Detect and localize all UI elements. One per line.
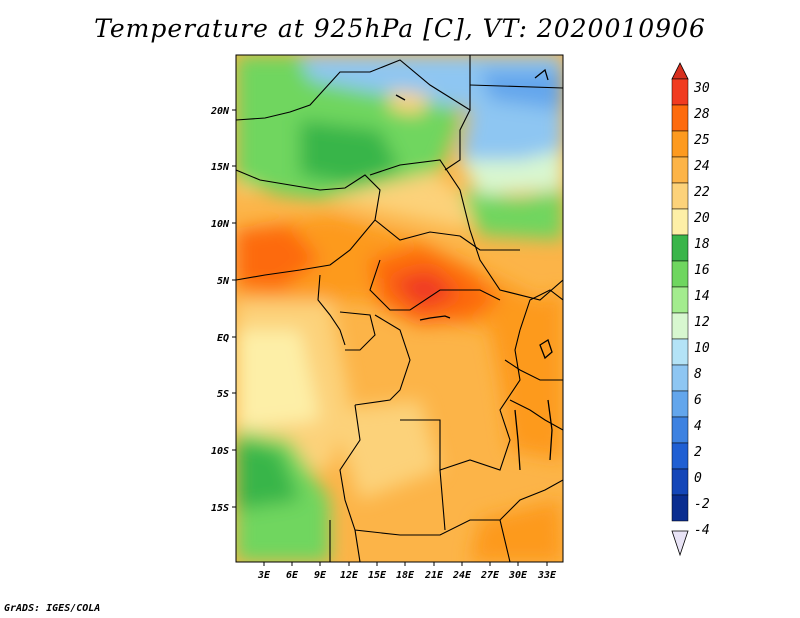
colorbar-label: 6 [694,393,702,408]
lon-tick-label: 9E [314,570,327,581]
colorbar-label: 14 [694,289,710,304]
colorbar-swatch [671,312,689,340]
colorbar-swatch [671,78,689,106]
lat-tick-label: 10N [211,219,230,230]
colorbar-swatch [671,390,689,418]
lon-tick-label: 12E [340,570,359,581]
lat-tick-label: 5N [217,276,230,287]
colorbar-swatch [671,260,689,288]
lon-tick-label: 27E [480,570,500,581]
colorbar-label: 10 [694,341,710,356]
lon-tick-label: 33E [537,570,557,581]
colorbar-swatch [671,494,689,522]
colorbar-label: 20 [694,211,710,226]
colorbar-label: 8 [694,367,702,382]
colorbar-label: 22 [694,185,710,200]
map-frame [235,54,564,563]
colorbar-under-triangle [671,530,689,557]
colorbar-swatch [671,416,689,444]
colorbar-swatch [671,182,689,210]
colorbar-label: -4 [694,523,710,538]
lon-tick-label: 6E [286,570,299,581]
lon-axis: 3E 6E 9E 12E 15E 18E 21E 24E 27E 30E 33E [257,562,557,581]
map-title: Temperature at 925hPa [C], VT: 202001090… [94,14,706,43]
colorbar-swatch [671,156,689,184]
colorbar-label: -2 [694,497,710,512]
lat-tick-label: 10S [211,446,229,457]
lat-tick-label: 5S [217,389,229,400]
grads-credit: GrADS: IGES/COLA [4,603,101,614]
lat-tick-label: 20N [210,106,230,117]
lon-tick-label: 21E [424,570,444,581]
lon-tick-label: 3E [257,570,271,581]
colorbar-swatch [671,130,689,158]
colorbar-swatch [671,468,689,496]
colorbar-label: 18 [694,237,710,252]
colorbar-swatch [671,338,689,366]
colorbar-swatch [671,442,689,470]
colorbar-label: 24 [694,159,710,174]
lon-tick-label: 15E [368,570,387,581]
colorbar-label: 25 [694,133,710,148]
colorbar-swatch [671,208,689,236]
colorbar-label: 4 [694,419,702,434]
colorbar-swatch [671,104,689,132]
lon-tick-label: 18E [396,570,415,581]
colorbar-over-triangle [671,62,689,80]
colorbar-label: 0 [694,471,702,486]
lon-tick-label: 30E [508,570,528,581]
colorbar-label: 16 [694,263,710,278]
colorbar: 30 28 25 24 22 20 18 16 14 12 10 8 6 4 2… [671,62,710,557]
lat-tick-label: 15N [211,162,230,173]
colorbar-label: 2 [694,445,702,460]
lat-axis: 20N 15N 10N 5N EQ 5S 10S 15S [210,106,236,514]
colorbar-swatch [671,364,689,392]
colorbar-label: 28 [694,107,710,122]
country-borders [236,55,563,562]
lon-tick-label: 24E [452,570,472,581]
lat-tick-label: EQ [217,333,229,344]
temperature-field [236,55,563,562]
colorbar-swatch [671,286,689,314]
colorbar-swatch [671,234,689,262]
colorbar-label: 12 [694,315,710,330]
lat-tick-label: 15S [211,503,229,514]
colorbar-label: 30 [693,81,710,96]
